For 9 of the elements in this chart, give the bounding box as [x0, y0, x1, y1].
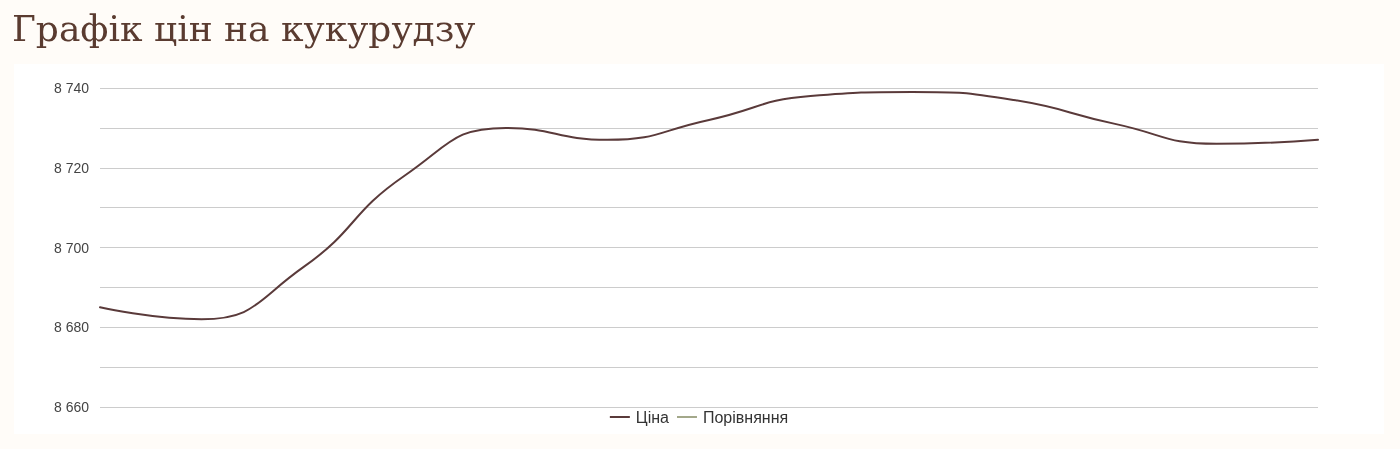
chart-title: Графік цін на кукурудзу — [12, 8, 476, 49]
y-tick-label: 8 660 — [54, 399, 90, 415]
legend-label: Порівняння — [702, 408, 789, 426]
legend-label: Ціна — [635, 408, 670, 426]
y-tick-label: 8 700 — [54, 239, 90, 256]
y-tick-label: 8 680 — [54, 319, 90, 336]
y-tick-label: 8 720 — [54, 159, 90, 176]
line-series — [99, 90, 1319, 321]
y-tick-label: 8 740 — [54, 80, 90, 96]
